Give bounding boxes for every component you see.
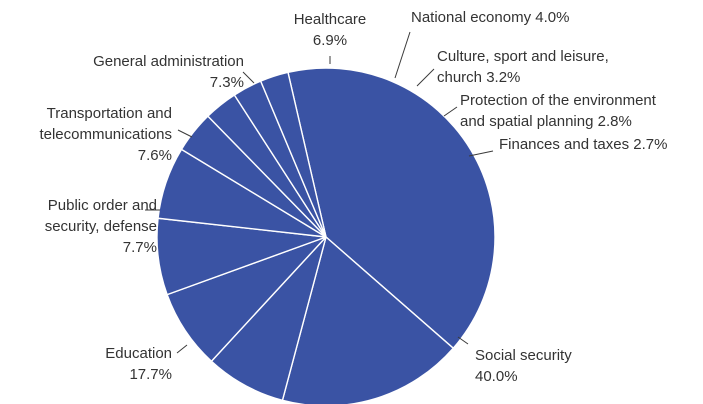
slice-label-9: Finances and taxes 2.7% (499, 136, 667, 153)
slice-label-2: Public order and security, defense 7.7% (45, 197, 157, 256)
slice-label-5-line-0: Healthcare (294, 11, 367, 28)
pie-labels: Social security 40.0% Education 17.7% Public… (39, 9, 667, 385)
slice-label-2-line-1: security, defense (45, 218, 157, 235)
leader-line-7 (416, 68, 435, 87)
slice-label-7-line-0: Culture, sport and leisure, (437, 48, 609, 65)
pie-slice-9 (259, 71, 327, 238)
slice-label-0-line-0: Social security (475, 347, 572, 364)
leader-line-0 (457, 336, 469, 345)
slice-label-4: General administration 7.3% (93, 53, 244, 91)
slice-label-9-line-0: Finances and taxes 2.7% (499, 136, 667, 153)
slice-label-5: Healthcare 6.9% (294, 11, 367, 49)
pie-slice-0 (287, 67, 496, 350)
slice-label-1: Education 17.7% (105, 345, 172, 383)
slice-label-3-line-2: 7.6% (138, 147, 172, 164)
slice-label-3: Transportation and telecommunications 7.6% (39, 105, 172, 164)
slice-label-8-line-1: and spatial planning 2.8% (460, 113, 632, 130)
pie-slices (156, 67, 496, 404)
slice-label-8: Protection of the environment and spatial… (460, 92, 657, 130)
slice-label-2-line-2: 7.7% (123, 239, 157, 256)
pie-leader-lines (145, 31, 494, 354)
slice-label-6: National economy 4.0% (411, 9, 569, 26)
slice-label-7: Culture, sport and leisure, church 3.2% (437, 48, 609, 86)
leader-line-3 (177, 129, 193, 138)
slice-label-5-line-1: 6.9% (313, 32, 347, 49)
leader-line-8 (443, 106, 458, 117)
slice-label-3-line-1: telecommunications (39, 126, 172, 143)
slice-label-7-line-1: church 3.2% (437, 69, 520, 86)
leader-line-1 (176, 344, 188, 354)
slice-label-2-line-0: Public order and (48, 197, 157, 214)
leader-line-4 (242, 71, 255, 84)
slice-label-4-line-0: General administration (93, 53, 244, 70)
slice-label-3-line-0: Transportation and (47, 105, 172, 122)
slice-label-1-line-0: Education (105, 345, 172, 362)
slice-label-8-line-0: Protection of the environment (460, 92, 657, 109)
slice-label-0: Social security 40.0% (475, 347, 572, 385)
slice-label-4-line-1: 7.3% (210, 74, 244, 91)
leader-line-9 (468, 150, 494, 157)
slice-label-0-line-1: 40.0% (475, 368, 518, 385)
slice-label-1-line-1: 17.7% (129, 366, 172, 383)
leader-line-6 (394, 31, 411, 79)
slice-label-6-line-0: National economy 4.0% (411, 9, 569, 26)
